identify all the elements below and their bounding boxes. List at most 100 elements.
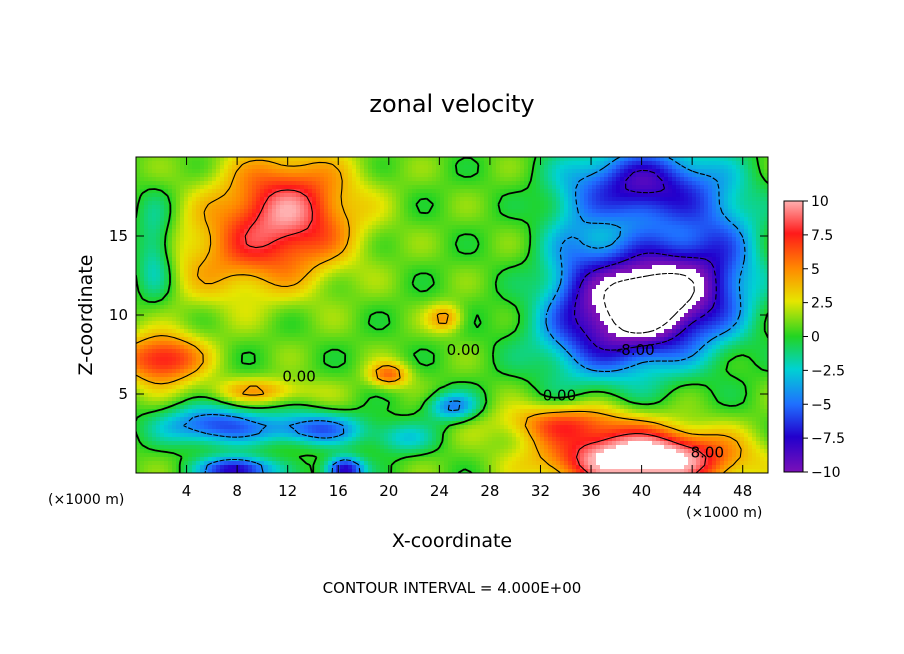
heatmap-cell	[524, 241, 529, 246]
heatmap-cell	[348, 277, 353, 282]
heatmap-cell	[360, 269, 365, 274]
heatmap-cell	[708, 237, 713, 242]
heatmap-cell	[488, 189, 493, 194]
heatmap-cell	[444, 189, 449, 194]
heatmap-cell	[216, 225, 221, 230]
heatmap-cell	[368, 189, 373, 194]
heatmap-cell	[656, 209, 661, 214]
heatmap-cell	[584, 265, 589, 270]
heatmap-cell	[664, 173, 669, 178]
heatmap-cell	[732, 245, 737, 250]
heatmap-cell	[284, 217, 289, 222]
heatmap-cell	[316, 237, 321, 242]
heatmap-cell	[356, 281, 361, 286]
heatmap-cell	[660, 201, 665, 206]
heatmap-cell	[260, 205, 265, 210]
heatmap-cell	[484, 225, 489, 230]
heatmap-cell	[760, 261, 765, 266]
heatmap-cell	[328, 277, 333, 282]
heatmap-cell	[180, 169, 185, 174]
heatmap-cell	[496, 225, 501, 230]
heatmap-cell	[464, 177, 469, 182]
heatmap-cell	[564, 253, 569, 258]
heatmap-cell	[620, 217, 625, 222]
heatmap-cell	[384, 281, 389, 286]
heatmap-cell	[732, 221, 737, 226]
heatmap-cell	[288, 213, 293, 218]
heatmap-cell	[152, 257, 157, 262]
heatmap-cell	[532, 169, 537, 174]
heatmap-cell	[472, 269, 477, 274]
heatmap-cell	[512, 173, 517, 178]
heatmap-cell	[384, 221, 389, 226]
heatmap-cell	[488, 237, 493, 242]
heatmap-cell	[528, 217, 533, 222]
heatmap-cell	[240, 185, 245, 190]
heatmap-cell	[228, 189, 233, 194]
heatmap-cell	[452, 265, 457, 270]
heatmap-cell	[324, 273, 329, 278]
heatmap-cell	[492, 165, 497, 170]
heatmap-cell	[484, 269, 489, 274]
heatmap-cell	[508, 225, 513, 230]
heatmap-cell	[664, 181, 669, 186]
heatmap-cell	[464, 281, 469, 286]
heatmap-cell	[424, 209, 429, 214]
heatmap-cell	[704, 265, 709, 270]
heatmap-cell	[608, 273, 613, 278]
heatmap-cell	[740, 261, 745, 266]
heatmap-cell	[720, 169, 725, 174]
heatmap-cell	[568, 169, 573, 174]
heatmap-cell	[732, 277, 737, 282]
heatmap-cell	[444, 233, 449, 238]
heatmap-cell	[620, 249, 625, 254]
heatmap-cell	[612, 221, 617, 226]
heatmap-cell	[604, 257, 609, 262]
heatmap-cell	[340, 245, 345, 250]
heatmap-cell	[264, 249, 269, 254]
heatmap-cell	[492, 157, 497, 162]
heatmap-cell	[408, 261, 413, 266]
heatmap-cell	[484, 181, 489, 186]
heatmap-cell	[276, 221, 281, 226]
heatmap-cell	[528, 221, 533, 226]
heatmap-cell	[716, 205, 721, 210]
heatmap-cell	[356, 177, 361, 182]
heatmap-cell	[324, 217, 329, 222]
heatmap-cell	[464, 181, 469, 186]
heatmap-cell	[448, 221, 453, 226]
heatmap-cell	[356, 169, 361, 174]
heatmap-cell	[452, 213, 457, 218]
heatmap-cell	[652, 201, 657, 206]
heatmap-cell	[160, 225, 165, 230]
heatmap-cell	[384, 193, 389, 198]
heatmap-cell	[524, 225, 529, 230]
heatmap-cell	[448, 213, 453, 218]
heatmap-cell	[480, 229, 485, 234]
heatmap-cell	[716, 157, 721, 162]
heatmap-cell	[656, 197, 661, 202]
heatmap-cell	[352, 209, 357, 214]
heatmap-cell	[224, 213, 229, 218]
heatmap-cell	[464, 257, 469, 262]
heatmap-cell	[420, 157, 425, 162]
heatmap-cell	[384, 253, 389, 258]
heatmap-cell	[420, 201, 425, 206]
heatmap-cell	[296, 233, 301, 238]
heatmap-cell	[600, 257, 605, 262]
heatmap-cell	[464, 237, 469, 242]
heatmap-cell	[668, 269, 673, 274]
heatmap-cell	[460, 253, 465, 258]
heatmap-cell	[576, 253, 581, 258]
heatmap-cell	[752, 269, 757, 274]
heatmap-cell	[684, 269, 689, 274]
heatmap-cell	[492, 281, 497, 286]
heatmap-cell	[332, 201, 337, 206]
heatmap-cell	[520, 265, 525, 270]
heatmap-cell	[452, 245, 457, 250]
heatmap-cell	[728, 185, 733, 190]
heatmap-cell	[512, 245, 517, 250]
heatmap-cell	[668, 273, 673, 278]
heatmap-cell	[240, 201, 245, 206]
heatmap-cell	[484, 277, 489, 282]
